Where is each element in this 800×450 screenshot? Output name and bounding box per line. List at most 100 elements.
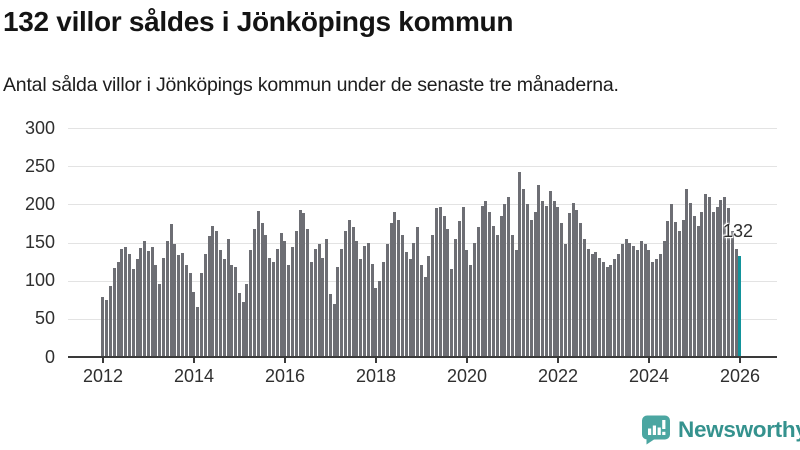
bar	[351, 227, 355, 357]
highlighted-bar	[738, 256, 742, 357]
bar	[609, 265, 613, 357]
bar	[116, 262, 120, 357]
bar	[632, 246, 636, 357]
bar	[184, 264, 188, 357]
bar	[150, 247, 154, 357]
x-axis-tick	[193, 358, 195, 363]
bar	[226, 238, 230, 357]
bar	[685, 189, 689, 357]
x-axis-label: 2022	[537, 366, 579, 386]
bar	[662, 240, 666, 357]
bar	[484, 200, 488, 357]
y-axis-label: 300	[24, 117, 55, 138]
bar	[423, 276, 427, 357]
bar	[120, 249, 124, 357]
bar	[514, 250, 518, 357]
x-axis-tick	[648, 358, 650, 363]
bar	[643, 244, 647, 357]
bar	[491, 225, 495, 357]
bar	[666, 221, 670, 357]
y-axis-label: 0	[44, 346, 55, 367]
bar	[529, 219, 533, 357]
newsworthy-logo: Newsworthy	[641, 414, 800, 445]
bar	[427, 256, 431, 357]
y-axis-label: 50	[34, 308, 55, 329]
bar	[704, 193, 708, 357]
bar	[389, 223, 393, 357]
bar	[378, 280, 382, 357]
bar	[245, 283, 249, 357]
bar	[560, 223, 564, 357]
bar	[628, 242, 632, 357]
bar	[617, 253, 621, 357]
bar	[404, 251, 408, 357]
bar	[670, 204, 674, 357]
bar	[260, 223, 264, 357]
bar	[211, 225, 215, 357]
bar	[541, 200, 545, 357]
bar	[461, 207, 465, 357]
bar	[586, 248, 590, 357]
bar	[723, 196, 727, 357]
headline: 132 villor såldes i Jönköpings kommun	[3, 6, 514, 37]
x-axis-label: 2026	[719, 366, 761, 386]
bar	[347, 219, 351, 357]
gridline	[68, 242, 777, 244]
newsworthy-wordmark: Newsworthy	[678, 416, 800, 442]
bar	[495, 234, 499, 357]
x-axis-label: 2024	[628, 366, 670, 386]
bar	[480, 205, 484, 357]
bar	[101, 297, 105, 357]
bar	[112, 268, 116, 357]
bar	[469, 265, 473, 357]
bar	[108, 286, 112, 357]
y-axis-label: 150	[24, 232, 55, 252]
bar	[298, 210, 302, 357]
bar	[287, 265, 291, 357]
bar	[181, 253, 185, 357]
bar	[613, 259, 617, 357]
bar	[734, 249, 738, 357]
bar	[313, 248, 317, 357]
bar	[556, 207, 560, 357]
bar	[162, 257, 166, 357]
x-axis-tick	[284, 358, 286, 363]
bar	[381, 261, 385, 357]
bar	[412, 242, 416, 357]
bar	[465, 250, 469, 357]
bar	[579, 223, 583, 357]
bar	[279, 232, 283, 357]
bar	[431, 234, 435, 357]
bar	[700, 211, 704, 357]
bar	[325, 238, 329, 357]
bar	[169, 224, 173, 357]
bar	[135, 259, 139, 357]
bar	[366, 242, 370, 357]
bar	[507, 196, 511, 357]
bar	[442, 215, 446, 357]
bar	[681, 219, 685, 357]
bar	[139, 247, 143, 357]
y-axis-label: 100	[24, 270, 55, 291]
bar	[328, 294, 332, 357]
bar	[488, 211, 492, 357]
bar	[317, 244, 321, 357]
bar	[127, 253, 131, 357]
bar	[355, 240, 359, 357]
bar	[552, 200, 556, 357]
bar	[476, 227, 480, 357]
last-value-label: 132	[723, 221, 754, 241]
bar	[188, 273, 192, 357]
bar	[711, 211, 715, 357]
bar	[340, 248, 344, 357]
bar	[222, 259, 226, 357]
bar	[715, 207, 719, 357]
bar	[393, 211, 397, 357]
bar	[283, 240, 287, 357]
gridline	[68, 128, 777, 129]
bar	[658, 253, 662, 357]
bar	[173, 244, 177, 357]
bar	[582, 238, 586, 357]
bar	[419, 265, 423, 357]
bar	[537, 185, 541, 357]
